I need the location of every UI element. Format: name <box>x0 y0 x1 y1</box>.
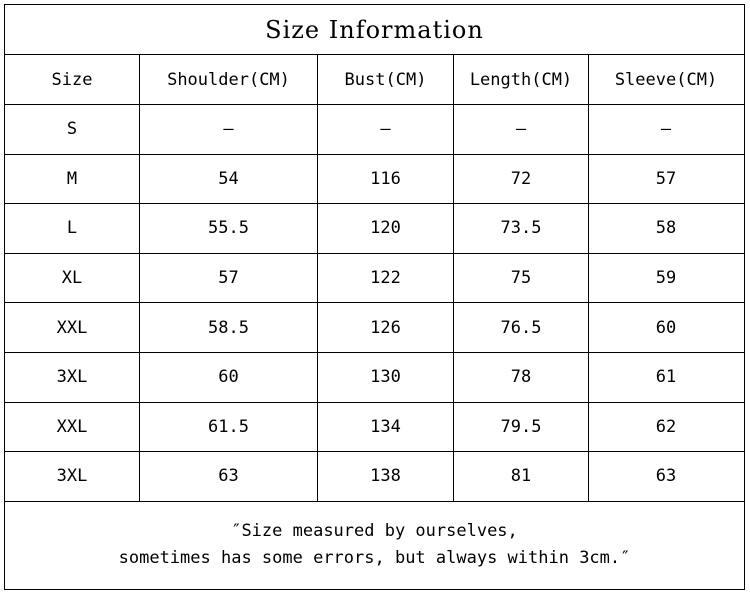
table-cell: XL <box>5 253 140 303</box>
table-row: 3XL 63 138 81 63 <box>5 452 744 502</box>
table-cell: 73.5 <box>454 204 589 253</box>
table-row: 3XL 60 130 78 61 <box>5 353 744 403</box>
table-cell: L <box>5 204 140 253</box>
title-row: Size Information <box>5 5 744 55</box>
table-cell: 130 <box>318 353 454 402</box>
table-cell: 58.5 <box>140 303 318 352</box>
table-cell: 61.5 <box>140 402 318 452</box>
table-cell: – <box>660 119 672 140</box>
title: Size Information <box>265 15 484 44</box>
table-cell: 59 <box>655 268 677 289</box>
table-cell: 134 <box>318 402 454 452</box>
table-cell: 57 <box>655 168 677 189</box>
table-cell: 55.5 <box>140 204 318 253</box>
table-cell: 81 <box>454 452 589 501</box>
table-cell: XXL <box>5 303 140 352</box>
header-cell: Size <box>5 55 140 104</box>
note-line: ″Size measured by ourselves, <box>231 520 518 541</box>
table-cell: 61 <box>655 367 677 388</box>
note-line: sometimes has some errors, but always wi… <box>118 547 631 568</box>
table-cell: – <box>140 105 318 154</box>
table-row: XXL 61.5 134 79.5 62 <box>5 402 744 453</box>
table-cell: 138 <box>318 452 454 501</box>
table-cell: 126 <box>318 303 454 352</box>
table-cell: 63 <box>140 452 318 501</box>
table-cell: 3XL <box>5 353 140 402</box>
note: ″Size measured by ourselves, sometimes ha… <box>5 502 744 588</box>
size-table: Size Information Size Shoulder(CM) Bust(CM)… <box>4 4 745 590</box>
table-cell: 78 <box>454 353 589 402</box>
table-cell: 72 <box>454 154 589 204</box>
table-cell: 116 <box>318 154 454 204</box>
table-cell: 63 <box>655 466 677 487</box>
table-cell: 58 <box>655 218 677 239</box>
header-cell: Sleeve(CM) <box>614 69 718 90</box>
table-cell: 57 <box>140 253 318 303</box>
table-row: L 55.5 120 73.5 58 <box>5 204 744 254</box>
table-row: XXL 58.5 126 76.5 60 <box>5 303 744 353</box>
header-cell: Shoulder(CM) <box>140 55 318 104</box>
table-cell: XXL <box>5 402 140 452</box>
table-row: XL 57 122 75 59 <box>5 253 744 304</box>
table-cell: 60 <box>140 353 318 402</box>
table-cell: 60 <box>655 317 677 338</box>
table-cell: 120 <box>318 204 454 253</box>
table-row: S – – – – <box>5 105 744 155</box>
table-cell: 76.5 <box>454 303 589 352</box>
header-cell: Bust(CM) <box>318 55 454 104</box>
table-cell: – <box>318 105 454 154</box>
table-cell: – <box>454 105 589 154</box>
table-cell: 79.5 <box>454 402 589 452</box>
table-cell: 62 <box>655 416 677 437</box>
table-row: M 54 116 72 57 <box>5 154 744 205</box>
header-row: Size Shoulder(CM) Bust(CM) Length(CM) Sleeve… <box>5 55 744 105</box>
table-cell: 54 <box>140 154 318 204</box>
note-row: ″Size measured by ourselves, sometimes ha… <box>5 502 744 588</box>
table-cell: M <box>5 154 140 204</box>
table-cell: 75 <box>454 253 589 303</box>
header-cell: Length(CM) <box>454 55 589 104</box>
table-cell: 122 <box>318 253 454 303</box>
table-cell: S <box>5 105 140 154</box>
table-cell: 3XL <box>5 452 140 501</box>
